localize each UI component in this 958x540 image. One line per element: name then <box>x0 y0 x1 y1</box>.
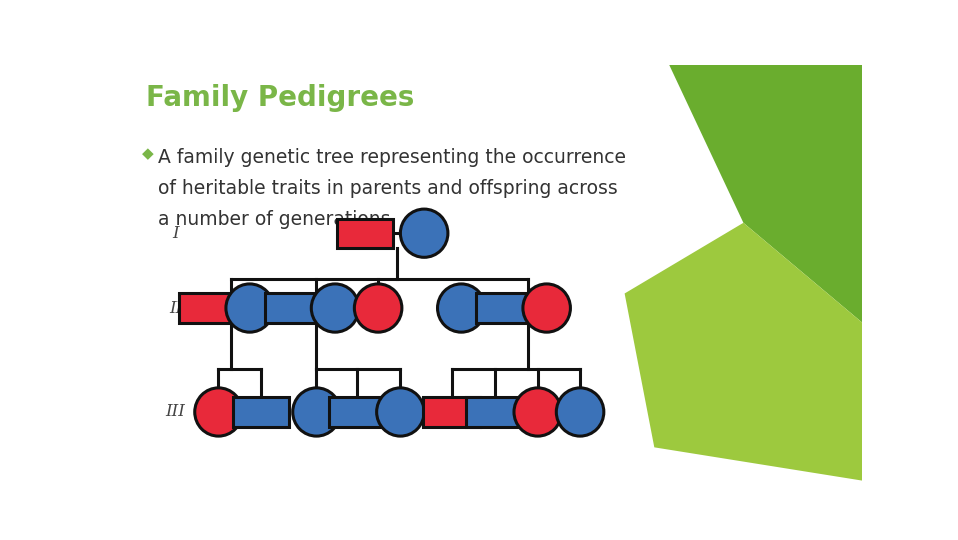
FancyBboxPatch shape <box>467 397 523 427</box>
FancyBboxPatch shape <box>423 397 480 427</box>
FancyBboxPatch shape <box>336 219 393 248</box>
Polygon shape <box>669 65 862 322</box>
Polygon shape <box>625 223 862 481</box>
Ellipse shape <box>557 388 604 436</box>
Ellipse shape <box>354 284 401 332</box>
FancyBboxPatch shape <box>264 294 321 322</box>
FancyBboxPatch shape <box>233 397 289 427</box>
FancyBboxPatch shape <box>179 294 236 322</box>
Ellipse shape <box>226 284 273 332</box>
Ellipse shape <box>523 284 570 332</box>
Text: I: I <box>172 225 179 242</box>
Ellipse shape <box>438 284 485 332</box>
Ellipse shape <box>293 388 340 436</box>
Text: Family Pedigrees: Family Pedigrees <box>146 84 414 112</box>
Text: ◆: ◆ <box>142 146 154 161</box>
Text: II: II <box>169 300 182 316</box>
Text: a number of generations: a number of generations <box>158 210 391 230</box>
Ellipse shape <box>514 388 561 436</box>
Ellipse shape <box>194 388 242 436</box>
FancyBboxPatch shape <box>330 397 385 427</box>
Ellipse shape <box>311 284 359 332</box>
Ellipse shape <box>376 388 424 436</box>
FancyBboxPatch shape <box>476 294 533 322</box>
Text: A family genetic tree representing the occurrence: A family genetic tree representing the o… <box>158 148 627 167</box>
Text: of heritable traits in parents and offspring across: of heritable traits in parents and offsp… <box>158 179 618 198</box>
Ellipse shape <box>400 209 448 258</box>
Text: III: III <box>166 403 185 421</box>
